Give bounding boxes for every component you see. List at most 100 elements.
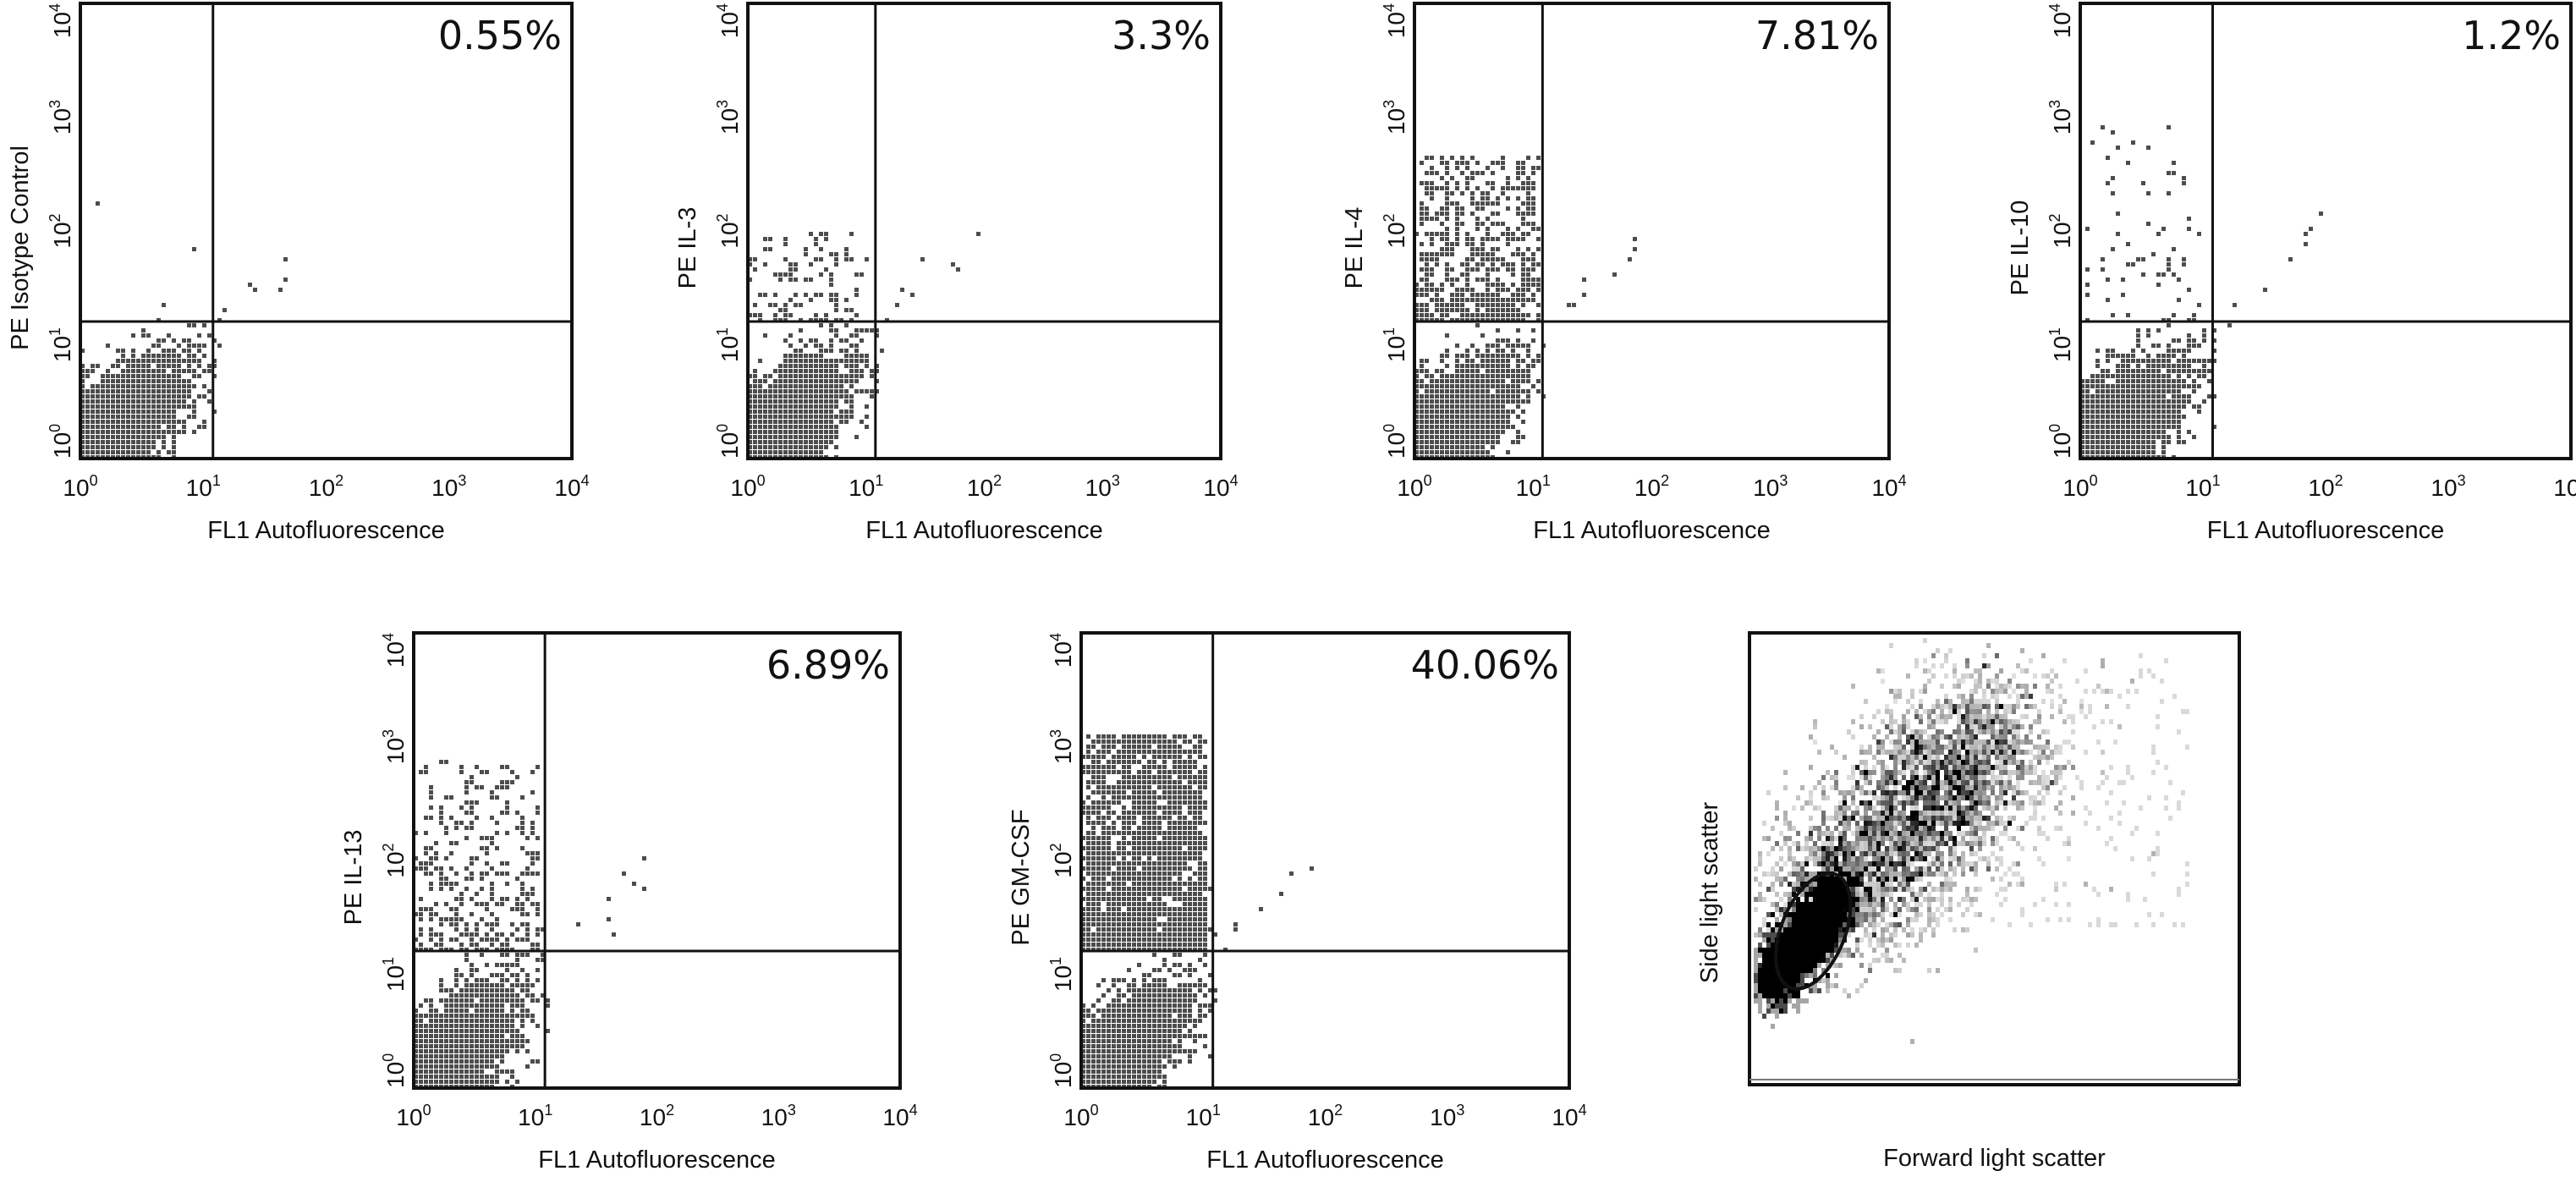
event-dot [1511,394,1515,399]
event-dot [2146,440,2150,444]
event-dot [167,394,171,399]
event-dot [1132,790,1136,794]
event-dot [1465,359,1469,363]
event-dot [1137,811,1141,815]
event-dot [414,948,418,952]
event-dot [444,998,448,1003]
event-dot [1132,897,1136,901]
event-dot [1809,902,1813,907]
event-dot [1516,176,1520,180]
event-dot [167,450,171,454]
event-dot [1788,943,1792,948]
event-dot [783,394,788,399]
event-dot [424,866,428,871]
event-dot [111,430,115,434]
event-dot [136,420,140,424]
event-dot [414,1059,418,1064]
event-dot [2095,425,2100,429]
event-dot [2106,369,2110,373]
event-dot [1152,978,1156,982]
event-dot [1792,932,1796,937]
event-dot [1112,1075,1116,1079]
event-dot [490,1075,494,1079]
event-dot [1420,217,1424,221]
event-dot [126,374,130,378]
event-dot [758,430,762,434]
event-dot [1465,283,1469,287]
event-dot [480,836,484,840]
event-dot [1091,877,1096,881]
event-dot [748,430,752,434]
event-dot [1142,1080,1146,1084]
event-dot [172,425,176,429]
event-dot [1162,1029,1167,1033]
event-dot [2131,394,2135,399]
x-axis-label: FL1 Autofluorescence [1533,517,1771,544]
event-dot [515,1049,519,1053]
event-dot [1183,943,1187,947]
tick-exponent: 3 [714,100,731,108]
event-dot [1506,196,1510,201]
event-dot [111,399,115,404]
event-dot [131,415,135,419]
event-dot [834,425,838,429]
event-dot [444,1024,448,1028]
event-dot [1491,212,1495,216]
tick-base: 10 [1430,1104,1456,1130]
event-dot [1188,963,1192,967]
event-dot [121,384,125,388]
event-dot [126,410,130,414]
event-dot [91,420,95,424]
event-dot [449,1080,453,1084]
event-dot [1491,298,1495,302]
event-dot [1414,445,1419,449]
event-dot [1501,161,1505,165]
event-dot [1193,922,1197,926]
event-dot [1112,871,1116,876]
event-dot [799,425,803,429]
event-dot [1475,298,1480,302]
event-dot [788,445,793,449]
event-dot [459,988,464,992]
event-dot [1188,922,1192,926]
event-dot [1425,186,1429,190]
event-dot [495,948,499,952]
event-dot [187,415,191,419]
event-dot [222,308,227,312]
event-dot [1813,953,1817,958]
event-dot [1633,247,1637,251]
event-dot [1203,887,1207,891]
event-dot [1147,1049,1151,1053]
event-dot [1173,953,1177,957]
event-dot [530,998,535,1003]
event-dot [1096,1019,1101,1023]
event-dot [146,404,151,409]
tick-base: 10 [396,1104,422,1130]
event-dot [80,425,85,429]
event-dot [1091,831,1096,835]
event-dot [1112,917,1116,921]
event-dot [1162,805,1167,810]
event-dot [1460,445,1464,449]
event-dot [434,1009,438,1013]
event-dot [177,354,181,358]
event-dot [1788,897,1792,902]
tick-exponent: 1 [1212,1102,1221,1119]
event-dot [444,1009,448,1013]
event-dot [182,430,186,434]
event-dot [480,1080,484,1084]
event-dot [1127,892,1131,896]
event-dot [814,394,818,399]
event-dot [1152,922,1156,926]
event-dot [854,389,859,393]
event-dot [1455,293,1459,297]
event-dot [1107,1019,1111,1023]
event-dot [131,379,135,383]
event-dot [1162,871,1167,876]
event-dot [1470,242,1475,246]
event-dot [505,1049,509,1053]
event-dot [1834,927,1838,932]
event-dot [1758,978,1762,983]
y-tick-label: 102 [380,843,409,877]
event-dot [1470,410,1475,414]
